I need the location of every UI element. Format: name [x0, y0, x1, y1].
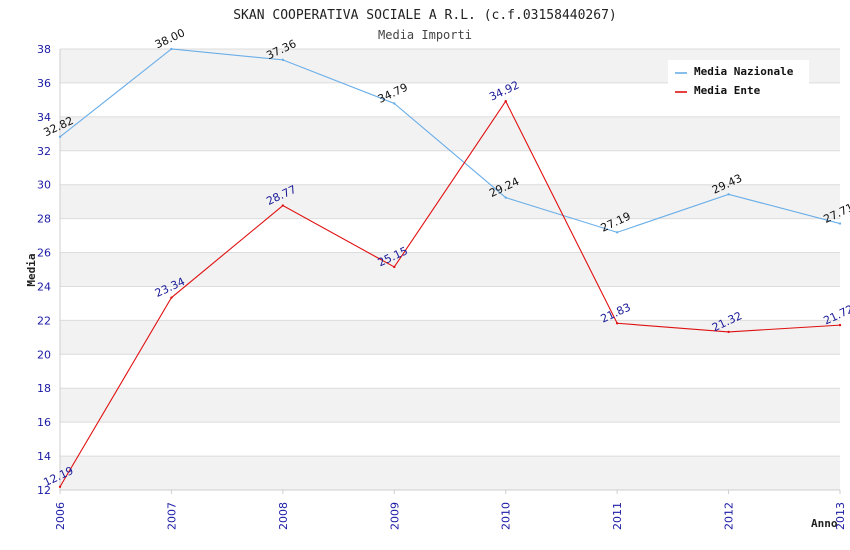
x-axis-label: Anno — [811, 517, 838, 530]
y-tick-label: 36 — [37, 77, 51, 90]
x-tick-label: 2010 — [500, 502, 513, 530]
x-tick-label: 2008 — [277, 502, 290, 530]
y-tick-label: 24 — [37, 280, 51, 293]
data-point — [58, 135, 62, 139]
y-tick-label: 32 — [37, 145, 51, 158]
plot-background — [60, 49, 840, 490]
legend-label-ente: Media Ente — [694, 84, 761, 97]
data-point — [281, 58, 285, 62]
data-point — [838, 222, 842, 225]
data-point — [393, 265, 396, 269]
y-tick-label: 30 — [37, 179, 51, 192]
data-point — [615, 322, 619, 325]
x-tick-label: 2009 — [388, 502, 401, 530]
grid-band — [60, 388, 840, 423]
x-tick-label: 2011 — [611, 502, 624, 530]
data-point — [504, 100, 507, 103]
series-line-media-nazionale — [59, 48, 841, 233]
series-lines — [58, 47, 842, 488]
chart-title: SKAN COOPERATIVA SOCIALE A R.L. (c.f.031… — [233, 8, 617, 23]
y-tick-label: 16 — [37, 416, 51, 429]
y-tick-labels: 12 14 16 18 20 22 24 26 28 30 32 34 36 38 — [37, 43, 51, 497]
legend-box — [668, 60, 809, 102]
legend-label-nazionale: Media Nazionale — [694, 65, 794, 78]
x-tick-label: 2013 — [834, 502, 847, 530]
data-point — [727, 193, 730, 196]
y-axis-label: Media — [25, 253, 38, 286]
data-point — [58, 485, 62, 488]
x-tick-label: 2012 — [723, 502, 736, 530]
y-tick-label: 26 — [37, 247, 51, 260]
data-point — [838, 323, 842, 327]
x-tick-label: 2007 — [165, 502, 178, 530]
y-tick-label: 28 — [37, 213, 51, 226]
y-tick-label: 20 — [37, 348, 51, 361]
data-point — [170, 296, 173, 299]
grid-band — [60, 252, 840, 287]
grid-band — [60, 320, 840, 355]
data-label: 38.00 — [153, 26, 187, 51]
chart-subtitle: Media Importi — [378, 28, 472, 42]
y-tick-label: 14 — [37, 450, 51, 463]
grid-band — [60, 184, 840, 219]
data-label: 34.79 — [376, 81, 410, 106]
grid-band — [60, 116, 840, 151]
y-tick-label: 38 — [37, 43, 51, 56]
x-tick-labels: 2006 2007 2008 2009 2010 2011 2012 2013 — [54, 502, 847, 530]
data-point — [727, 330, 730, 334]
data-point — [393, 102, 396, 105]
x-tick-label: 2006 — [54, 502, 67, 530]
y-tick-label: 18 — [37, 382, 51, 395]
series-line-media-ente — [59, 100, 841, 488]
data-point — [615, 231, 619, 234]
y-tick-label: 34 — [37, 111, 51, 124]
y-tick-label: 12 — [37, 484, 51, 497]
y-tick-label: 22 — [37, 314, 51, 327]
data-point — [170, 47, 173, 51]
data-point — [281, 204, 285, 207]
legend: Media Nazionale Media Ente — [668, 60, 809, 102]
data-point — [504, 196, 507, 199]
grid-band — [60, 456, 840, 490]
axes — [59, 49, 841, 494]
